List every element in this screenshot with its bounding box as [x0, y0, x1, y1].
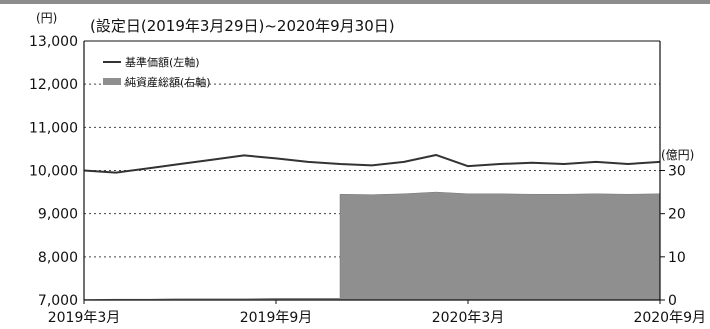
x-tick-label: 2019年3月 [48, 310, 121, 326]
right-tick-label: 10 [668, 250, 686, 266]
right-axis-ticks: 0 10 20 30 [660, 164, 686, 309]
left-tick-label: 10,000 [29, 164, 78, 180]
legend-item-nav: 基準価額(左軸) [125, 55, 200, 69]
nav-line-layer [83, 153, 661, 174]
left-tick-label: 8,000 [38, 250, 78, 266]
net-assets-area-layer [83, 191, 661, 301]
x-tick-label: 2020年3月 [432, 310, 505, 326]
left-tick-label: 12,000 [29, 77, 78, 93]
right-tick-label: 30 [668, 164, 686, 180]
left-axis-ticks: 7,000 8,000 9,000 10,000 11,000 12,000 13,000 [29, 34, 78, 309]
left-tick-label: 13,000 [29, 34, 78, 50]
legend-item-net-assets: 純資産総額(右軸) [125, 75, 211, 89]
chart-title: (設定日(2019年3月29日)~2020年9月30日) [90, 17, 395, 35]
legend-area-swatch [103, 78, 121, 85]
net-assets-area [83, 191, 661, 301]
legend: 基準価額(左軸) 純資産総額(右軸) [103, 55, 211, 89]
top-banner-bar [0, 0, 710, 4]
right-axis-unit: (億円) [661, 148, 694, 162]
x-axis-ticks: 2019年3月 2019年9月 2020年3月 2020年9月 [48, 300, 706, 326]
left-tick-label: 7,000 [38, 293, 78, 309]
right-tick-label: 0 [668, 293, 677, 309]
right-tick-label: 20 [668, 207, 686, 223]
nav-line [83, 153, 661, 174]
left-tick-label: 11,000 [29, 120, 78, 136]
left-axis-unit: (円) [36, 11, 57, 25]
x-tick-label: 2019年9月 [240, 310, 313, 326]
left-tick-label: 9,000 [38, 207, 78, 223]
axes [83, 40, 661, 301]
x-tick-label: 2020年9月 [633, 310, 706, 326]
